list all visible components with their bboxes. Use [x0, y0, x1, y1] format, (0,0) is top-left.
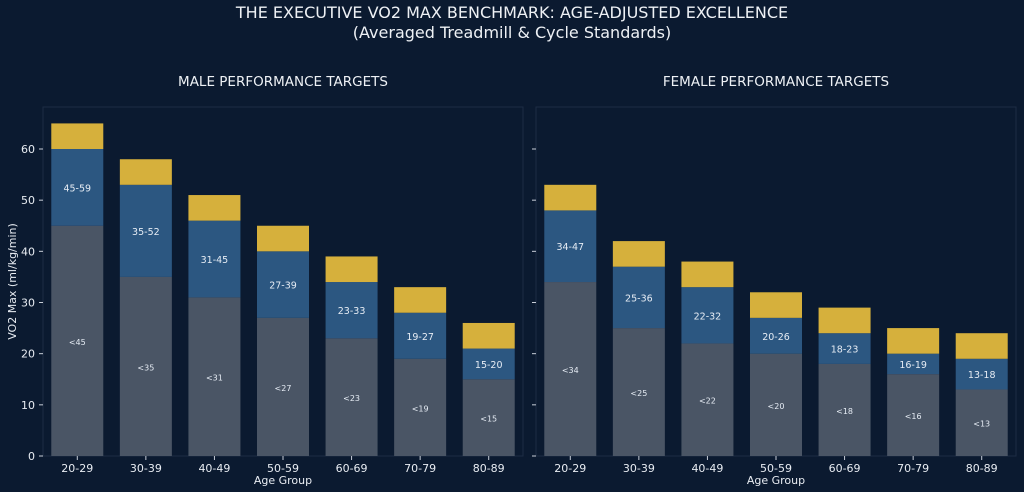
- male-bar-label: 15-20: [475, 360, 503, 371]
- female-bar-label: 13-18: [968, 370, 996, 381]
- male-bar-label: 45-59: [63, 183, 91, 194]
- female-bar-segment-base: [544, 282, 597, 456]
- female-bar-segment-excellent: [887, 328, 940, 354]
- male-x-tick-label: 30-39: [130, 462, 162, 475]
- male-bar-label: <19: [412, 404, 429, 413]
- female-bar-segment-base: [955, 389, 1008, 456]
- male-x-tick-label: 20-29: [61, 462, 93, 475]
- male-bar-segment-excellent: [462, 322, 515, 349]
- male-bar-segment-range: [119, 184, 172, 277]
- chart-subtitle: (Averaged Treadmill & Cycle Standards): [352, 23, 672, 42]
- female-bar-segment-excellent: [612, 241, 665, 267]
- male-bar-label: <15: [480, 415, 497, 424]
- male-bar-segment-range: [325, 282, 378, 339]
- male-bar-segment-range: [462, 348, 515, 380]
- female-bar-label: 22-32: [694, 311, 722, 322]
- female-x-tick-label: 40-49: [691, 462, 723, 475]
- female-bar-label: 18-23: [831, 345, 859, 356]
- male-x-tick-label: 60-69: [336, 462, 368, 475]
- y-tick-label: 0: [28, 450, 35, 463]
- female-x-tick-label: 30-39: [623, 462, 655, 475]
- female-bar-label: 25-36: [625, 293, 653, 304]
- male-bar-segment-range: [188, 220, 241, 298]
- female-bar-segment-range: [681, 287, 734, 344]
- male-bar-segment-excellent: [257, 225, 309, 252]
- male-bar-label: <35: [137, 363, 154, 372]
- male-bar-label: 35-52: [132, 227, 160, 238]
- female-bar-segment-base: [681, 343, 734, 456]
- female-panel-title: FEMALE PERFORMANCE TARGETS: [662, 74, 890, 90]
- female-bar-label: <20: [768, 402, 785, 411]
- female-bar-label: <16: [905, 412, 922, 421]
- male-bar-label: <31: [206, 374, 223, 383]
- female-bar-segment-range: [750, 317, 802, 354]
- male-bar-label: 23-33: [338, 306, 366, 317]
- female-bar-label: 16-19: [899, 360, 927, 371]
- y-tick-label: 20: [21, 348, 35, 361]
- female-bar-segment-base: [612, 328, 665, 456]
- y-tick-label: 40: [21, 245, 35, 258]
- female-bar-label: 20-26: [762, 332, 790, 343]
- male-panel-title: MALE PERFORMANCE TARGETS: [178, 74, 388, 90]
- male-bar-segment-base: [462, 379, 515, 456]
- male-bar-segment-excellent: [119, 159, 172, 185]
- female-x-axis-label: Age Group: [747, 474, 805, 487]
- female-bar-segment-base: [750, 353, 802, 456]
- female-bar-segment-excellent: [750, 292, 802, 318]
- female-bar-segment-excellent: [681, 261, 734, 288]
- female-bar-segment-range: [955, 358, 1008, 390]
- female-bar-label: <25: [630, 389, 647, 398]
- female-bar-segment-base: [818, 363, 871, 456]
- male-bar-label: 19-27: [406, 332, 434, 343]
- female-bar-label: <34: [562, 366, 579, 375]
- y-tick-label: 50: [21, 194, 35, 207]
- male-bar-segment-excellent: [325, 256, 378, 283]
- male-x-tick-label: 40-49: [198, 462, 230, 475]
- male-bar-label: 27-39: [269, 281, 297, 292]
- male-bar-segment-base: [394, 358, 447, 456]
- male-bar-segment-base: [257, 317, 309, 456]
- male-x-axis-label: Age Group: [254, 474, 312, 487]
- female-bar-segment-range: [612, 266, 665, 329]
- y-tick-label: 10: [21, 399, 35, 412]
- male-bar-segment-base: [325, 338, 378, 456]
- male-bar-segment-excellent: [188, 195, 241, 221]
- male-bar-segment-range: [51, 149, 104, 226]
- male-bar-label: <45: [69, 338, 86, 347]
- male-bar-segment-range: [394, 312, 447, 359]
- male-bar-label: <27: [275, 384, 292, 393]
- female-bar-segment-range: [544, 210, 597, 283]
- female-bar-segment-range: [818, 333, 871, 364]
- female-x-tick-label: 50-59: [760, 462, 792, 475]
- female-bar-segment-base: [887, 374, 940, 456]
- y-tick-label: 60: [21, 143, 35, 156]
- male-x-tick-label: 70-79: [404, 462, 436, 475]
- male-bar-label: <23: [343, 394, 360, 403]
- female-bar-segment-excellent: [544, 184, 597, 211]
- female-bar-segment-excellent: [955, 333, 1008, 359]
- female-bar-label: <18: [836, 407, 853, 416]
- y-tick-label: 30: [21, 297, 35, 310]
- male-bar-segment-range: [257, 251, 309, 318]
- female-bar-segment-excellent: [818, 307, 871, 334]
- male-bar-segment-excellent: [394, 287, 447, 313]
- male-bar-segment-base: [188, 297, 241, 456]
- y-axis-label: VO2 Max (ml/kg/min): [6, 223, 19, 340]
- male-x-tick-label: 50-59: [267, 462, 299, 475]
- female-bar-label: <22: [699, 397, 716, 406]
- chart-title: THE EXECUTIVE VO2 MAX BENCHMARK: AGE-ADJ…: [235, 3, 789, 22]
- male-bar-segment-excellent: [51, 123, 104, 149]
- female-bar-label: <13: [973, 420, 990, 429]
- female-x-tick-label: 20-29: [554, 462, 586, 475]
- female-x-tick-label: 60-69: [829, 462, 861, 475]
- female-x-tick-label: 80-89: [966, 462, 998, 475]
- female-bar-segment-range: [887, 353, 940, 375]
- female-bar-label: 34-47: [556, 242, 584, 253]
- female-x-tick-label: 70-79: [897, 462, 929, 475]
- male-x-tick-label: 80-89: [473, 462, 505, 475]
- male-bar-segment-base: [51, 225, 104, 456]
- male-bar-label: 31-45: [201, 255, 229, 266]
- male-bar-segment-base: [119, 276, 172, 456]
